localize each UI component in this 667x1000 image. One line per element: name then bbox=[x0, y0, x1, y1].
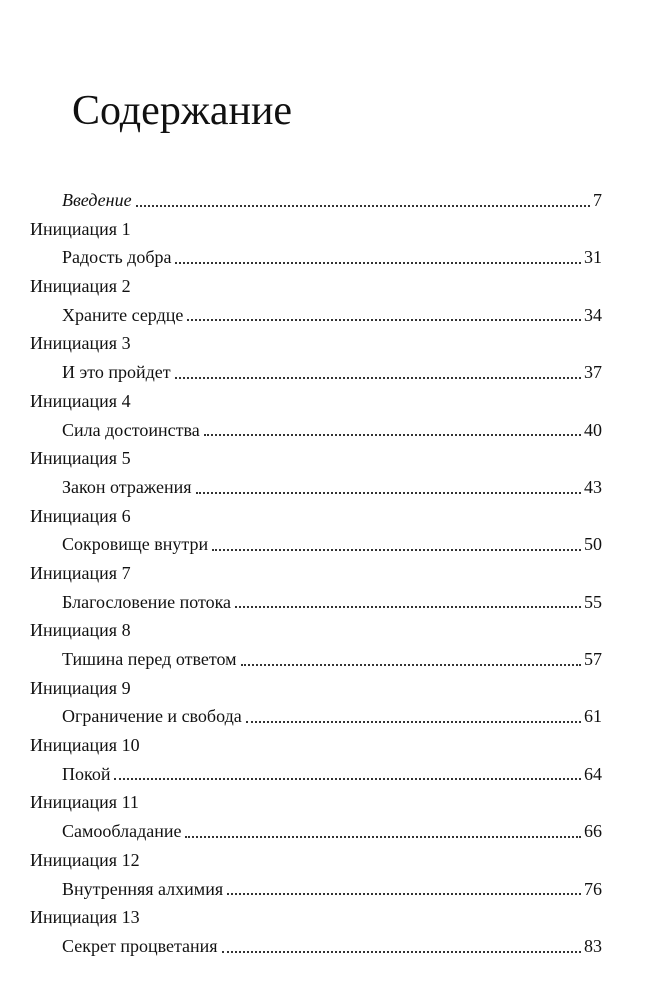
toc-entry: Тишина перед ответом 57 bbox=[30, 645, 602, 674]
page-number: 34 bbox=[584, 304, 602, 325]
entry-title: Введение bbox=[62, 190, 132, 210]
entry-title: И это пройдет bbox=[62, 362, 171, 383]
section-label: Инициация 11 bbox=[30, 788, 602, 817]
dot-leader bbox=[175, 243, 581, 265]
entry-title: Благословение потока bbox=[62, 591, 232, 612]
section-label-text: Инициация 1 bbox=[30, 218, 131, 239]
section-label-text: Инициация 5 bbox=[30, 448, 131, 469]
toc-entry: Храните сердце 34 bbox=[30, 301, 602, 330]
page-number: 40 bbox=[584, 419, 602, 440]
section-label: Инициация 2 bbox=[30, 272, 602, 301]
section-label-text: Инициация 8 bbox=[30, 620, 131, 641]
dot-leader bbox=[195, 473, 581, 494]
page-number: 37 bbox=[584, 362, 602, 383]
toc-entry: Самообладание 66 bbox=[30, 817, 602, 846]
section-label-text: Инициация 4 bbox=[30, 390, 131, 411]
dot-leader bbox=[187, 301, 581, 322]
dot-leader bbox=[174, 358, 581, 379]
page-number: 64 bbox=[584, 763, 602, 784]
entry-title: Самообладание bbox=[62, 821, 182, 842]
dot-leader bbox=[185, 817, 581, 838]
page-number: 7 bbox=[593, 190, 602, 210]
toc-entry: Сила достоинства 40 bbox=[30, 416, 602, 445]
toc-entry: Благословение потока 55 bbox=[30, 588, 602, 617]
page-number: 66 bbox=[584, 821, 602, 842]
toc-entry: Радость добра 31 bbox=[30, 243, 602, 272]
toc-entry: Внутренняя алхимия 76 bbox=[30, 875, 602, 904]
entry-title: Сокровище внутри bbox=[62, 534, 209, 555]
section-label-text: Инициация 9 bbox=[30, 677, 131, 698]
entry-title: Храните сердце bbox=[62, 304, 184, 325]
dot-leader bbox=[212, 530, 581, 551]
section-label: Инициация 12 bbox=[30, 846, 602, 875]
section-label: Инициация 5 bbox=[30, 444, 602, 473]
page-number: 50 bbox=[584, 534, 602, 555]
section-label-text: Инициация 12 bbox=[30, 849, 140, 870]
entry-title: Тишина перед ответом bbox=[62, 649, 237, 669]
dot-leader bbox=[235, 588, 581, 609]
section-label-text: Инициация 10 bbox=[30, 735, 140, 756]
section-label: Инициация 10 bbox=[30, 731, 602, 760]
page-title: Содержание bbox=[72, 88, 293, 134]
section-label: Инициация 9 bbox=[30, 674, 602, 703]
page-number: 61 bbox=[584, 706, 602, 727]
toc-entry: Ограничение и свобода 61 bbox=[30, 702, 602, 731]
section-label: Инициация 13 bbox=[30, 903, 602, 932]
table-of-contents: Введение 7 Инициация 1 Радость добра 31 Иници… bbox=[30, 186, 602, 961]
page-number: 76 bbox=[584, 878, 602, 899]
dot-leader bbox=[240, 645, 581, 666]
section-label-text: Инициация 3 bbox=[30, 333, 131, 354]
section-label: Инициация 8 bbox=[30, 616, 602, 645]
section-label: Инициация 3 bbox=[30, 329, 602, 358]
entry-title: Закон отражения bbox=[62, 476, 192, 497]
section-label: Инициация 6 bbox=[30, 502, 602, 531]
toc-entry: И это пройдет 37 bbox=[30, 358, 602, 387]
page-number: 83 bbox=[584, 935, 602, 956]
entry-title: Покой bbox=[62, 763, 111, 784]
page-number: 43 bbox=[584, 476, 602, 497]
toc-entry: Закон отражения 43 bbox=[30, 473, 602, 502]
section-label: Инициация 4 bbox=[30, 387, 602, 416]
toc-entry: Секрет процветания 83 bbox=[30, 932, 602, 961]
dot-leader bbox=[221, 932, 581, 953]
section-label-text: Инициация 2 bbox=[30, 276, 131, 297]
dot-leader bbox=[203, 416, 581, 437]
entry-title: Ограничение и свобода bbox=[62, 706, 242, 727]
entry-title: Секрет процветания bbox=[62, 935, 218, 956]
entry-title: Внутренняя алхимия bbox=[62, 878, 224, 899]
section-label-text: Инициация 6 bbox=[30, 505, 131, 526]
dot-leader bbox=[245, 702, 581, 724]
section-label-text: Инициация 13 bbox=[30, 907, 140, 928]
dot-leader bbox=[227, 875, 581, 896]
page-number: 55 bbox=[584, 591, 602, 612]
section-label: Инициация 1 bbox=[30, 215, 602, 244]
toc-entry: Покой 64 bbox=[30, 760, 602, 789]
section-label-text: Инициация 11 bbox=[30, 792, 139, 813]
dot-leader bbox=[135, 186, 590, 207]
section-label-text: Инициация 7 bbox=[30, 562, 131, 583]
section-label: Инициация 7 bbox=[30, 559, 602, 588]
entry-title: Радость добра bbox=[62, 247, 172, 268]
toc-entry: Введение 7 bbox=[30, 186, 602, 215]
toc-entry: Сокровище внутри 50 bbox=[30, 530, 602, 559]
page-number: 57 bbox=[584, 649, 602, 669]
dot-leader bbox=[114, 760, 581, 781]
page-number: 31 bbox=[584, 247, 602, 268]
entry-title: Сила достоинства bbox=[62, 419, 200, 440]
